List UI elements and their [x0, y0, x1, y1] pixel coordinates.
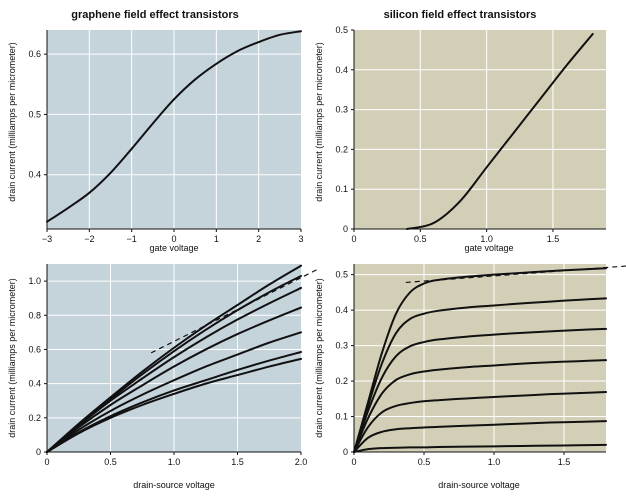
series-line-3 [353, 359, 607, 453]
x-tick-label: 1.0 [480, 234, 493, 244]
y-axis-label: drain current (milliamps per micrometer) [314, 42, 324, 202]
silicon-transfer-chart: silicon field effect transistors 0 0.5 1.0… [314, 9, 606, 253]
y-tick-label: 0.5 [28, 109, 41, 119]
x-tick-label: 1.5 [547, 234, 560, 244]
series-line-2 [46, 286, 302, 453]
x-tick-label: 1.5 [558, 457, 571, 467]
series-line-6 [353, 443, 607, 453]
y-tick-label: 0.8 [28, 310, 41, 320]
y-tick-label: 0 [36, 447, 41, 457]
y-tick-label: 0 [343, 224, 348, 234]
x-tick-label: 0.5 [414, 234, 427, 244]
series-line-2 [353, 327, 607, 453]
y-tick-label: 0.4 [28, 170, 41, 180]
extension-lines [150, 265, 626, 354]
series-line-0 [406, 32, 594, 230]
x-tick-label: 0.5 [418, 457, 431, 467]
series-line-1 [353, 297, 607, 453]
tick-labels: −3 −2 −1 0 1 2 3 0.4 0.5 0.6 [28, 49, 303, 244]
gridlines [353, 264, 606, 453]
series-lines [46, 30, 302, 223]
y-tick-label: 0.5 [335, 25, 348, 35]
x-tick-label: 0 [351, 457, 356, 467]
tick-labels: 0 0.5 1.0 1.5 2.0 0 0.2 0.4 0.6 0.8 1.0 [28, 276, 307, 467]
y-tick-label: 0.3 [335, 341, 348, 351]
x-axis-label: drain-source voltage [133, 480, 215, 490]
x-axis-label: gate voltage [149, 243, 198, 253]
dashed-trend-line [150, 268, 319, 354]
x-tick-label: −3 [42, 234, 52, 244]
y-tick-label: 0.2 [335, 144, 348, 154]
series-line-4 [46, 331, 302, 453]
y-axis-label: drain current (milliamps per micrometer) [7, 42, 17, 202]
x-tick-label: 0 [171, 234, 176, 244]
y-axis-label: drain current (milliamps per micrometer) [314, 278, 324, 438]
x-axis-label: drain-source voltage [438, 480, 520, 490]
y-tick-label: 0.6 [28, 344, 41, 354]
x-axis-label: gate voltage [464, 243, 513, 253]
y-tick-label: 0.2 [28, 413, 41, 423]
y-tick-label: 0.6 [28, 49, 41, 59]
y-tick-label: 0.3 [335, 105, 348, 115]
series-line-4 [353, 391, 607, 453]
x-tick-label: 1.0 [168, 457, 181, 467]
chart-title: silicon field effect transistors [384, 9, 537, 21]
y-tick-label: 0.4 [335, 305, 348, 315]
y-tick-label: 1.0 [28, 276, 41, 286]
series-line-0 [46, 30, 302, 223]
graphene-transfer-chart: graphene field effect transistors −3 −2 −1… [7, 9, 304, 253]
series-line-5 [353, 420, 607, 453]
gridlines [46, 264, 301, 453]
x-tick-label: −1 [127, 234, 137, 244]
series-line-0 [353, 267, 607, 453]
plot-background [354, 30, 606, 229]
tick-labels: 0 0.5 1.0 1.5 0 0.1 0.2 0.3 0.4 0.5 [335, 270, 570, 467]
series-lines [406, 32, 594, 230]
y-tick-label: 0.2 [335, 376, 348, 386]
x-tick-label: 3 [298, 234, 303, 244]
x-tick-label: 1 [214, 234, 219, 244]
y-tick-label: 0.5 [335, 270, 348, 280]
y-tick-label: 0.4 [28, 379, 41, 389]
x-tick-label: 1.5 [231, 457, 244, 467]
tick-labels: 0 0.5 1.0 1.5 0 0.1 0.2 0.3 0.4 0.5 [335, 25, 559, 244]
y-tick-label: 0.1 [335, 412, 348, 422]
gridlines [353, 30, 606, 230]
x-tick-label: 0.5 [104, 457, 117, 467]
silicon-output-chart: 0 0.5 1.0 1.5 0 0.1 0.2 0.3 0.4 0.5 drain-source … [314, 264, 607, 490]
series-lines [353, 267, 607, 453]
series-line-3 [46, 306, 302, 453]
y-tick-label: 0 [343, 447, 348, 457]
dashed-trend-line [405, 265, 626, 284]
x-tick-label: 2 [256, 234, 261, 244]
x-tick-label: 0 [351, 234, 356, 244]
x-tick-label: 2.0 [295, 457, 308, 467]
x-tick-label: −2 [84, 234, 94, 244]
x-tick-label: 0 [44, 457, 49, 467]
graphene-output-chart: 0 0.5 1.0 1.5 2.0 0 0.2 0.4 0.6 0.8 1.0 drain-sour… [7, 264, 307, 490]
y-tick-label: 0.4 [335, 65, 348, 75]
series-line-6 [46, 357, 302, 453]
y-axis-label: drain current (milliamps per micrometer) [7, 278, 17, 438]
x-tick-label: 1.0 [488, 457, 501, 467]
chart-title: graphene field effect transistors [71, 9, 239, 21]
plot-background [354, 264, 606, 452]
series-lines [46, 264, 302, 453]
y-tick-label: 0.1 [335, 184, 348, 194]
